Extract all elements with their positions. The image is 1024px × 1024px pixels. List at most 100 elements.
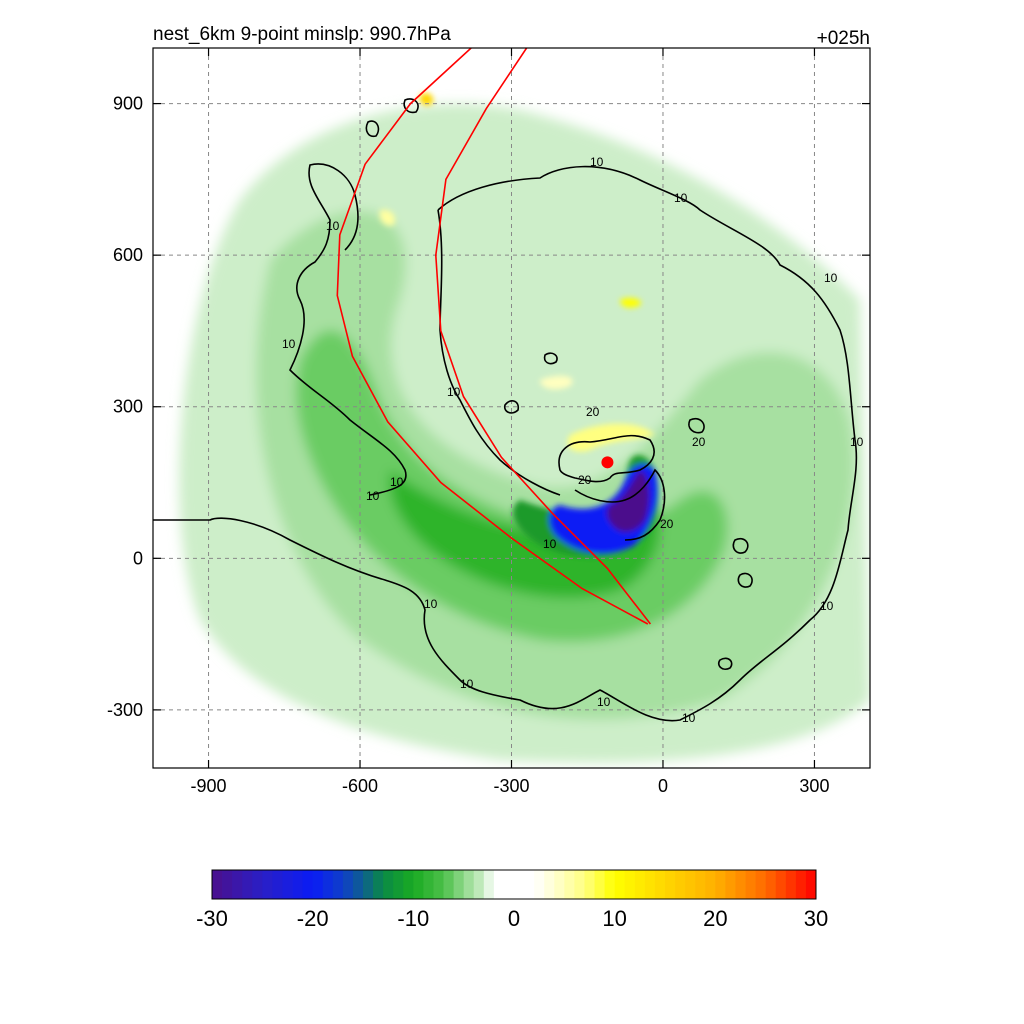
colorbar-swatch <box>483 870 495 899</box>
contour-small-1 <box>503 400 520 414</box>
track-line <box>434 48 652 625</box>
contour-small-7 <box>717 657 733 670</box>
contour-label: 10 <box>366 489 380 503</box>
contour-labels: 10 10 10 10 10 10 10 10 10 10 10 10 10 1… <box>282 155 864 725</box>
x-tick-label: 0 <box>658 776 668 796</box>
colorbar-swatch <box>413 870 424 899</box>
contour-label: 10 <box>820 599 834 613</box>
colorbar-swatch <box>433 870 444 899</box>
colorbar-swatch <box>574 870 585 899</box>
contour-10-outer <box>153 165 858 722</box>
contour-label: 10 <box>282 337 296 351</box>
colorbar-swatch <box>443 870 454 899</box>
contour-label: 10 <box>824 271 838 285</box>
colorbar-swatch <box>685 870 696 899</box>
colorbar-swatch <box>403 870 414 899</box>
colorbar-swatch <box>503 870 515 899</box>
shaded-field <box>179 93 870 763</box>
y-tick-label: 900 <box>113 94 143 114</box>
colorbar-tick-label: 30 <box>804 906 828 931</box>
colorbar-swatch <box>363 870 374 899</box>
contour-label: 10 <box>674 191 688 205</box>
colorbar-swatch <box>393 870 404 899</box>
colorbar-swatch <box>332 870 344 899</box>
contour-label: 10 <box>424 597 438 611</box>
contour-10-west <box>289 163 407 496</box>
colorbar-swatch <box>493 870 505 899</box>
colorbar-swatch <box>675 870 686 899</box>
colorbar-swatch <box>292 870 303 899</box>
colorbar-swatch <box>715 870 726 899</box>
contour-label: 20 <box>692 435 706 449</box>
colorbar-swatch <box>534 870 545 899</box>
colorbar-swatch <box>312 870 324 899</box>
forecast-hour-label: +025h <box>817 28 870 49</box>
colorbar-swatch <box>795 870 807 899</box>
colorbar-swatch <box>805 870 817 899</box>
x-tick-label: -900 <box>191 776 227 796</box>
y-tick-label: 600 <box>113 245 143 265</box>
contour-label: 20 <box>586 405 600 419</box>
y-tick-label: 300 <box>113 397 143 417</box>
y-tick-label: 0 <box>133 548 143 568</box>
colorbar-swatch <box>594 870 605 899</box>
contour-label: 10 <box>447 385 461 399</box>
x-tick-label: 300 <box>799 776 829 796</box>
colorbar-tick-label: -30 <box>196 906 228 931</box>
contour-small-6 <box>403 98 419 114</box>
colorbar-swatch <box>644 870 656 899</box>
colorbar-swatch <box>212 870 223 899</box>
colorbar-swatch <box>302 870 314 899</box>
colorbar-swatch <box>755 870 767 899</box>
colorbar-tick-label: 0 <box>508 906 520 931</box>
colorbar-swatch <box>564 870 575 899</box>
colorbar-swatch <box>383 870 394 899</box>
colorbar-swatch <box>735 870 746 899</box>
colorbar-swatch <box>272 870 283 899</box>
colorbar-swatch <box>614 870 626 899</box>
contour-label: 20 <box>578 473 592 487</box>
colorbar-swatch <box>473 870 485 899</box>
contour-20-band <box>574 468 666 541</box>
colorbar-swatch <box>705 870 716 899</box>
colorbar-swatch <box>695 870 706 899</box>
colorbar-swatch <box>665 870 676 899</box>
colorbar-swatch <box>514 870 525 899</box>
colorbar-swatch <box>524 870 535 899</box>
contour-small-4 <box>737 572 753 588</box>
colorbar-swatch <box>634 870 646 899</box>
contour-label: 10 <box>590 155 604 169</box>
colorbar-swatch <box>554 870 565 899</box>
colorbar-swatch <box>725 870 736 899</box>
colorbar: -30 -20 -10 0 10 20 30 <box>196 869 828 931</box>
x-tick-label: -600 <box>342 776 378 796</box>
colorbar-frame <box>211 869 817 900</box>
colorbar-swatch <box>584 870 595 899</box>
track-line <box>336 48 649 625</box>
grid-lines <box>153 48 870 768</box>
track-lines <box>336 48 652 625</box>
colorbar-swatch <box>463 870 475 899</box>
contour-label: 10 <box>390 475 404 489</box>
colorbar-swatch <box>262 870 273 899</box>
colorbar-swatch <box>322 870 334 899</box>
chart-title: nest_6km 9-point minslp: 990.7hPa <box>153 24 451 45</box>
colorbar-swatch <box>654 870 666 899</box>
colorbar-swatch <box>282 870 293 899</box>
colorbar-swatch <box>423 870 434 899</box>
colorbar-swatch <box>242 870 253 899</box>
contour-small-8 <box>688 417 705 434</box>
contour-label: 10 <box>543 537 557 551</box>
contour-20-core <box>558 434 655 483</box>
storm-center-marker <box>601 456 614 469</box>
contour-label: 10 <box>682 711 696 725</box>
contour-small-3 <box>732 537 749 554</box>
colorbar-tick-label: -20 <box>297 906 329 931</box>
colorbar-tick-label: 10 <box>602 906 626 931</box>
colorbar-swatch <box>342 870 354 899</box>
colorbar-swatch <box>222 870 233 899</box>
colorbar-swatch <box>604 870 616 899</box>
colorbar-swatch <box>352 870 364 899</box>
colorbar-swatch <box>453 870 465 899</box>
contour-label: 10 <box>460 677 474 691</box>
